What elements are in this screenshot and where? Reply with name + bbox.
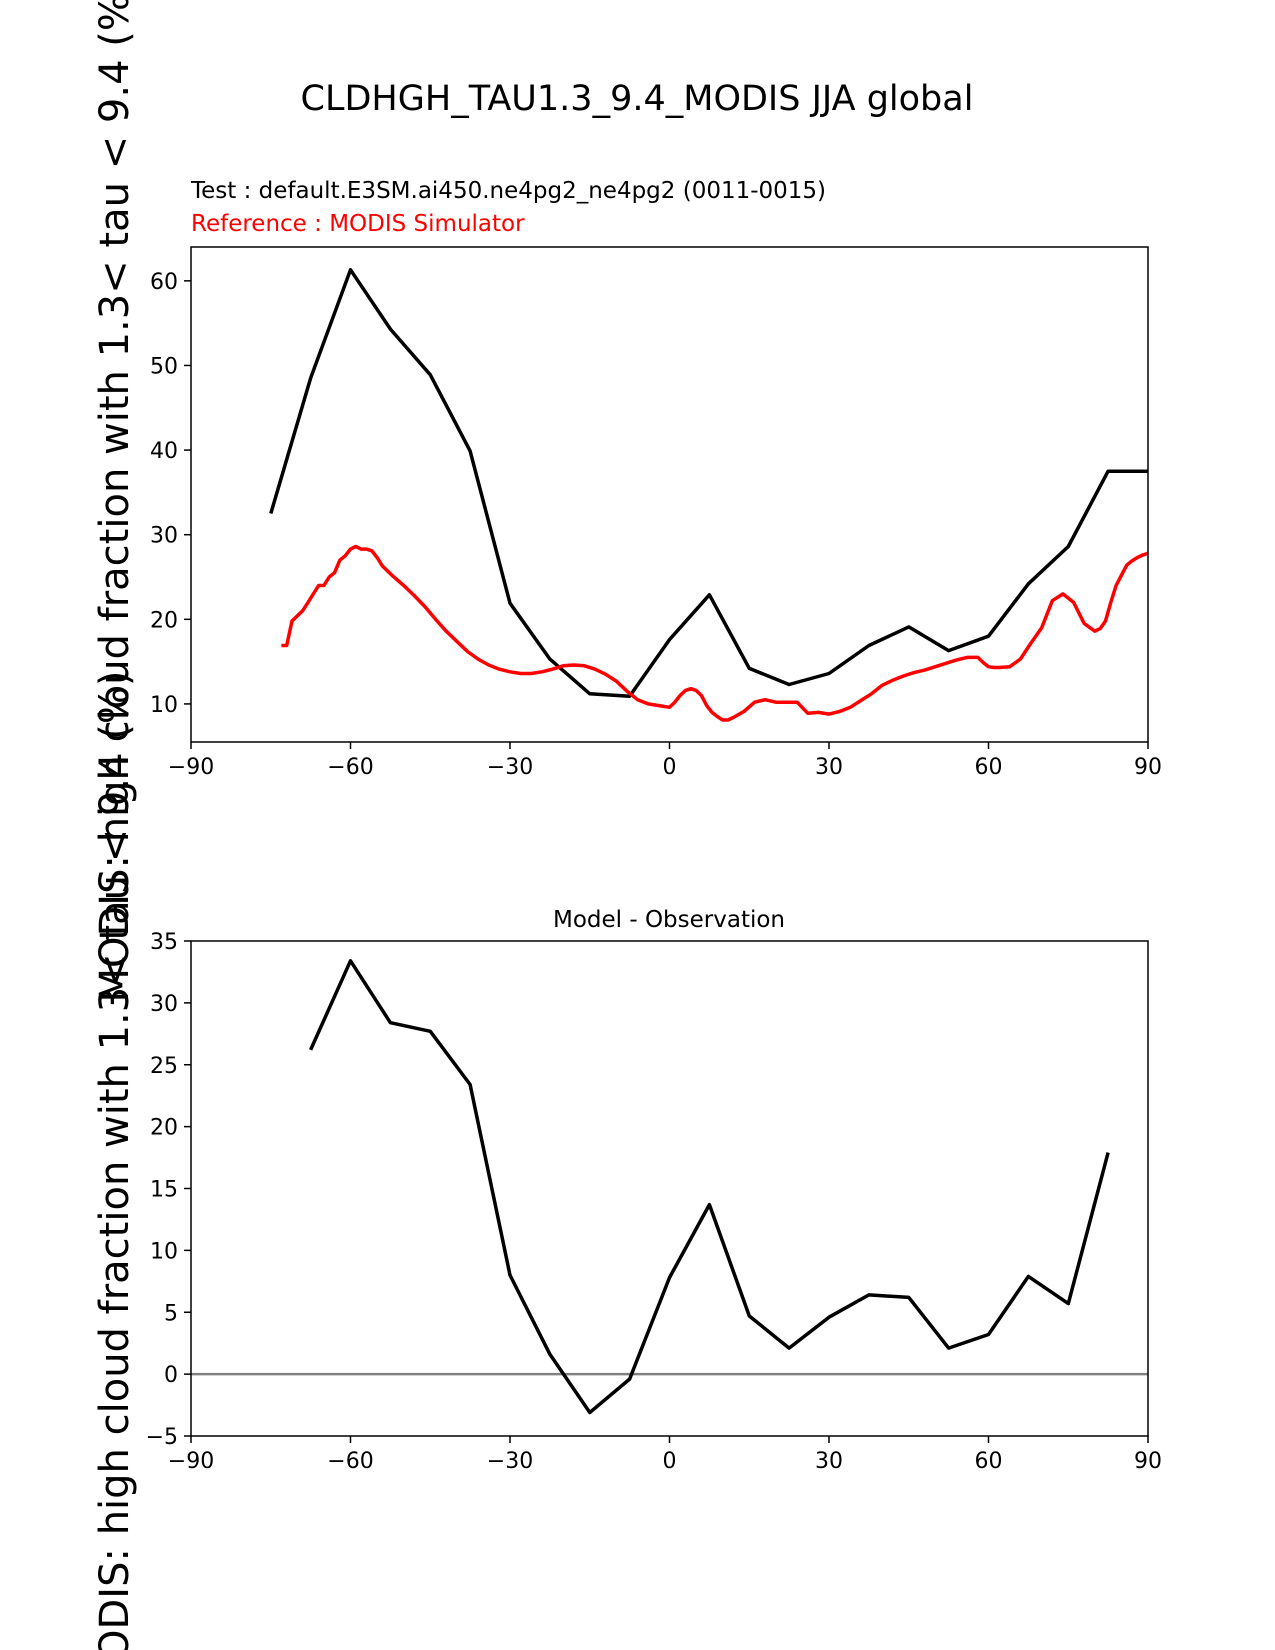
y-tick-label: 10 — [150, 1239, 178, 1264]
reference-label: Reference : MODIS Simulator — [191, 211, 525, 237]
y-tick-label: −5 — [146, 1425, 178, 1450]
y-tick-label: 15 — [150, 1178, 178, 1203]
y-axis-label-bottom: MODIS: high cloud fraction with 1.3< tau… — [92, 671, 138, 1650]
top-panel: −90 −60 −30 0 30 60 90 10 20 30 40 50 60 — [150, 246, 1162, 780]
x-tick-label: 60 — [975, 755, 1003, 780]
x-tick-label: −30 — [487, 1449, 533, 1474]
y-tick-label: 0 — [164, 1363, 178, 1388]
series-line-reference — [281, 544, 1148, 722]
bottom-panel: −90 −60 −30 0 30 60 90 −5 0 5 10 15 20 25 30 35 — [146, 930, 1162, 1474]
series-line-test — [269, 268, 1148, 699]
x-tick-label: 60 — [975, 1449, 1003, 1474]
x-tick-label: −90 — [168, 755, 214, 780]
x-tick-label: 90 — [1134, 1449, 1162, 1474]
figure-title: CLDHGH_TAU1.3_9.4_MODIS JJA global — [301, 79, 974, 119]
x-tick-label: 30 — [815, 1449, 843, 1474]
y-tick-label: 10 — [150, 693, 178, 718]
y-axis-label-top: MODIS: high cloud fraction with 1.3< tau… — [92, 0, 138, 1002]
y-tick-label: 40 — [150, 439, 178, 464]
y-tick-label: 30 — [150, 992, 178, 1017]
y-tick-label: 5 — [164, 1301, 178, 1326]
y-tick-label: 60 — [150, 270, 178, 295]
y-tick-label: 30 — [150, 524, 178, 549]
y-tick-label: 50 — [150, 354, 178, 379]
y-tick-label: 20 — [150, 1116, 178, 1141]
x-tick-label: −30 — [487, 755, 533, 780]
x-tick-label: −90 — [168, 1449, 214, 1474]
x-tick-label: −60 — [327, 755, 373, 780]
x-tick-label: 0 — [663, 755, 677, 780]
series-line-test — [309, 959, 1110, 1415]
x-tick-label: −60 — [327, 1449, 373, 1474]
y-tick-label: 35 — [150, 930, 178, 955]
x-tick-label: 30 — [815, 755, 843, 780]
y-tick-label: 25 — [150, 1054, 178, 1079]
x-tick-label: 0 — [663, 1449, 677, 1474]
y-tick-label: 20 — [150, 608, 178, 633]
test-label: Test : default.E3SM.ai450.ne4pg2_ne4pg2 … — [190, 178, 826, 204]
x-tick-label: 90 — [1134, 755, 1162, 780]
subplot-title-bottom: Model - Observation — [553, 907, 785, 933]
plot-frame — [190, 940, 1149, 1437]
